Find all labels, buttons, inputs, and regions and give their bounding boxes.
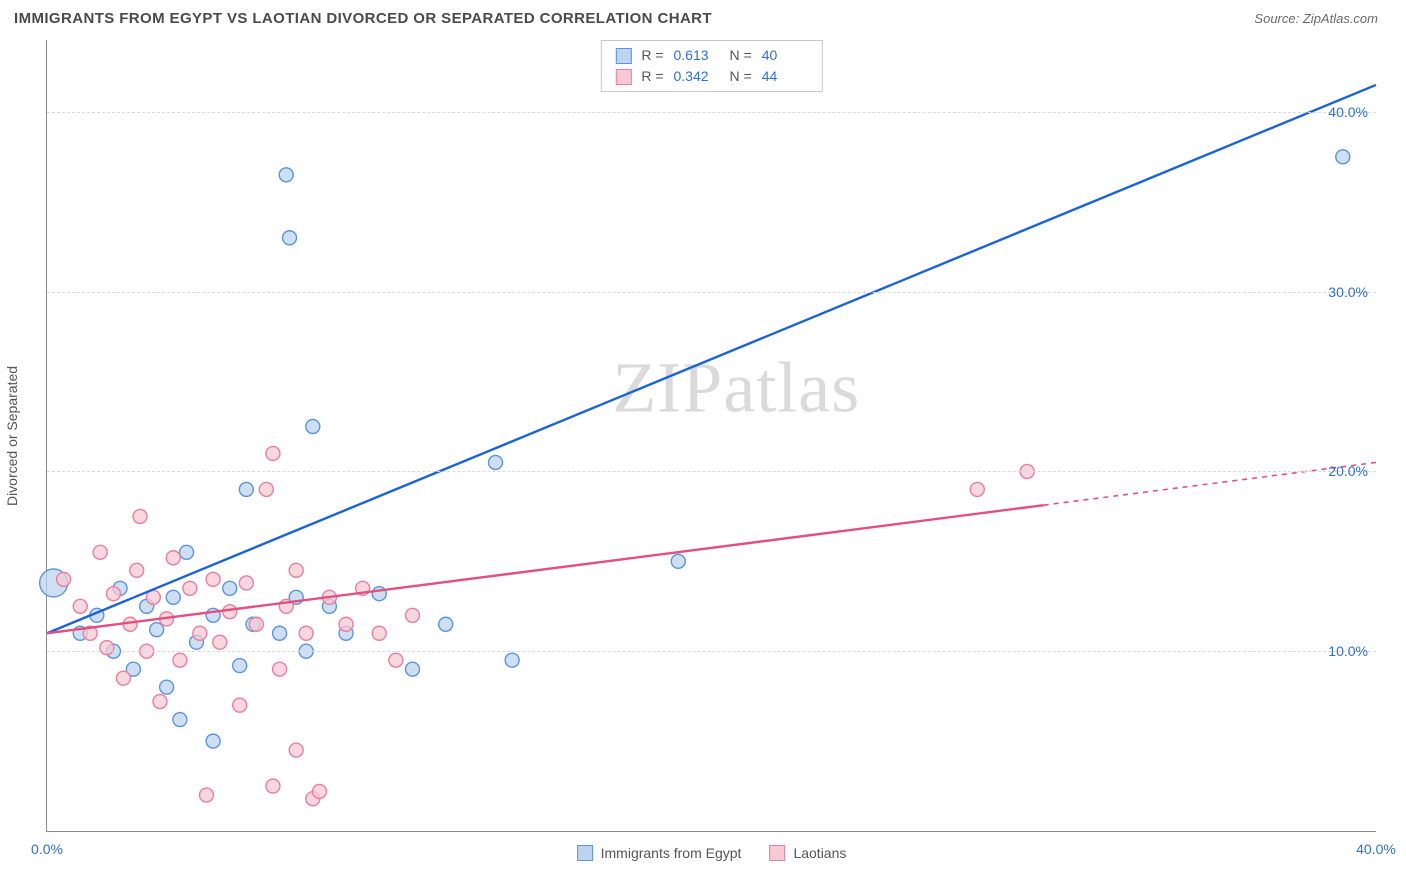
data-point xyxy=(239,482,253,496)
gridline xyxy=(47,651,1376,652)
data-point xyxy=(206,734,220,748)
legend-swatch-laotian xyxy=(615,69,631,85)
gridline xyxy=(47,292,1376,293)
data-point xyxy=(266,446,280,460)
data-point xyxy=(273,626,287,640)
data-point xyxy=(273,662,287,676)
legend-item-egypt: Immigrants from Egypt xyxy=(577,845,742,861)
data-point xyxy=(173,653,187,667)
n-value-laotian: 44 xyxy=(762,66,808,87)
data-point xyxy=(239,576,253,590)
y-tick-label: 40.0% xyxy=(1328,104,1368,120)
legend-swatch-laotian-bottom xyxy=(769,845,785,861)
source-credit: Source: ZipAtlas.com xyxy=(1254,11,1378,26)
data-point xyxy=(389,653,403,667)
data-point xyxy=(93,545,107,559)
regression-line xyxy=(47,505,1044,633)
data-point xyxy=(106,587,120,601)
data-point xyxy=(249,617,263,631)
legend-label-laotian: Laotians xyxy=(793,845,846,861)
legend-stats: R = 0.613 N = 40 R = 0.342 N = 44 xyxy=(600,40,822,92)
source-value: ZipAtlas.com xyxy=(1303,11,1378,26)
data-point xyxy=(233,698,247,712)
data-point xyxy=(150,623,164,637)
legend-item-laotian: Laotians xyxy=(769,845,846,861)
data-point xyxy=(116,671,130,685)
data-point xyxy=(299,626,313,640)
data-point xyxy=(671,554,685,568)
data-point xyxy=(223,605,237,619)
data-point xyxy=(100,641,114,655)
plot-area: Divorced or Separated ZIPatlas R = 0.613… xyxy=(46,40,1376,832)
data-point xyxy=(489,455,503,469)
legend-label-egypt: Immigrants from Egypt xyxy=(601,845,742,861)
data-point xyxy=(173,713,187,727)
data-point xyxy=(405,608,419,622)
data-point xyxy=(166,590,180,604)
chart-title: IMMIGRANTS FROM EGYPT VS LAOTIAN DIVORCE… xyxy=(14,10,712,27)
y-tick-label: 20.0% xyxy=(1328,463,1368,479)
data-point xyxy=(233,659,247,673)
data-point xyxy=(970,482,984,496)
y-tick-label: 10.0% xyxy=(1328,643,1368,659)
n-value-egypt: 40 xyxy=(762,45,808,66)
data-point xyxy=(339,617,353,631)
data-point xyxy=(372,626,386,640)
data-point xyxy=(133,509,147,523)
data-point xyxy=(193,626,207,640)
data-point xyxy=(312,784,326,798)
data-point xyxy=(153,695,167,709)
data-point xyxy=(166,551,180,565)
data-point xyxy=(279,168,293,182)
data-point xyxy=(505,653,519,667)
r-value-laotian: 0.342 xyxy=(674,66,720,87)
data-point xyxy=(223,581,237,595)
y-axis-label: Divorced or Separated xyxy=(4,366,20,506)
data-point xyxy=(289,563,303,577)
gridline xyxy=(47,112,1376,113)
plot: ZIPatlas R = 0.613 N = 40 R = 0.342 N = … xyxy=(46,40,1376,832)
chart-svg xyxy=(47,40,1376,831)
legend-swatch-egypt-bottom xyxy=(577,845,593,861)
data-point xyxy=(57,572,71,586)
chart-header: IMMIGRANTS FROM EGYPT VS LAOTIAN DIVORCE… xyxy=(0,0,1406,31)
gridline xyxy=(47,471,1376,472)
data-point xyxy=(283,231,297,245)
regression-line xyxy=(47,85,1376,633)
regression-line-dashed xyxy=(1044,462,1376,505)
data-point xyxy=(439,617,453,631)
data-point xyxy=(199,788,213,802)
data-point xyxy=(183,581,197,595)
r-value-egypt: 0.613 xyxy=(674,45,720,66)
data-point xyxy=(1336,150,1350,164)
data-point xyxy=(405,662,419,676)
data-point xyxy=(180,545,194,559)
data-point xyxy=(160,680,174,694)
data-point xyxy=(289,743,303,757)
data-point xyxy=(213,635,227,649)
data-point xyxy=(206,572,220,586)
legend-stats-row-2: R = 0.342 N = 44 xyxy=(615,66,807,87)
data-point xyxy=(73,599,87,613)
y-tick-label: 30.0% xyxy=(1328,284,1368,300)
x-tick-label: 40.0% xyxy=(1356,841,1396,857)
data-point xyxy=(266,779,280,793)
source-label: Source: xyxy=(1254,11,1299,26)
legend-swatch-egypt xyxy=(615,48,631,64)
data-point xyxy=(306,420,320,434)
legend-stats-row-1: R = 0.613 N = 40 xyxy=(615,45,807,66)
x-tick-label: 0.0% xyxy=(31,841,63,857)
data-point xyxy=(259,482,273,496)
data-point xyxy=(130,563,144,577)
legend-bottom: Immigrants from Egypt Laotians xyxy=(577,845,847,861)
